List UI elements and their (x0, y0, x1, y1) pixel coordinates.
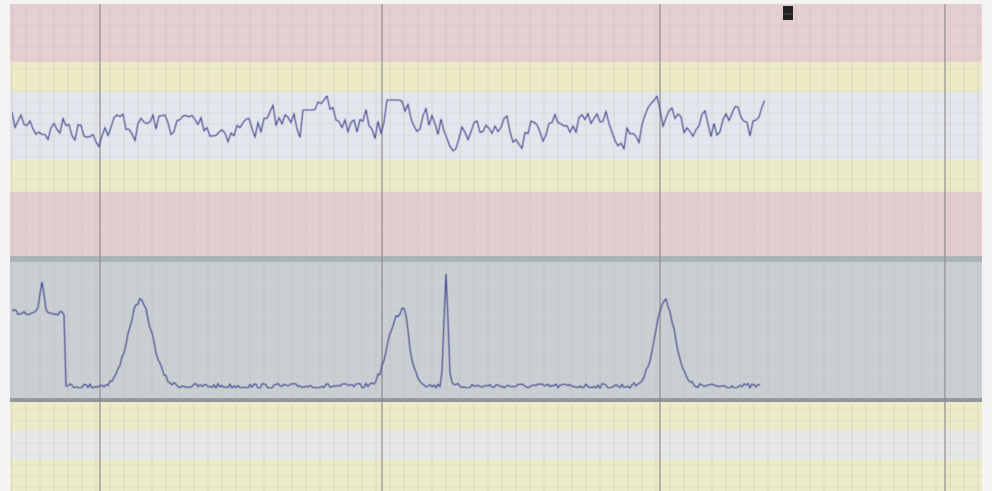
band-yellow (10, 160, 982, 192)
band-pink (10, 192, 982, 256)
band-divider (10, 256, 982, 262)
band-yellow (10, 402, 982, 430)
band-yellow (10, 460, 982, 491)
page: (() => { const NS = 'http://www.w3.org/2… (0, 0, 992, 491)
band-pink (10, 4, 982, 62)
band-divider (10, 398, 982, 402)
marker (783, 6, 793, 20)
band-toco (10, 262, 982, 398)
ctg-strip-photo (0, 0, 992, 491)
paper-bands (10, 4, 982, 491)
band-yellow (10, 62, 982, 92)
band-white (10, 430, 982, 460)
